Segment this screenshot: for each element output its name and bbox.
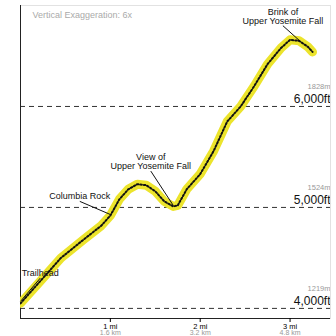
svg-text:1 mi: 1 mi (103, 321, 118, 331)
svg-text:6,000ft: 6,000ft (294, 92, 331, 106)
svg-text:Brink ofUpper Yosemite Fall: Brink ofUpper Yosemite Fall (243, 7, 324, 26)
svg-text:1828m: 1828m (308, 82, 331, 91)
svg-text:2 mi: 2 mi (193, 321, 208, 331)
svg-text:5,000ft: 5,000ft (294, 193, 331, 207)
svg-text:1219m: 1219m (308, 284, 331, 293)
svg-text:4.8 km: 4.8 km (280, 329, 301, 336)
svg-text:Trailhead: Trailhead (22, 268, 59, 278)
svg-text:1524m: 1524m (308, 183, 331, 192)
svg-text:View ofUpper Yosemite Fall: View ofUpper Yosemite Fall (111, 152, 192, 171)
svg-text:3 mi: 3 mi (283, 321, 298, 331)
svg-text:1.6 km: 1.6 km (100, 329, 121, 336)
svg-text:Vertical Exaggeration: 6x: Vertical Exaggeration: 6x (33, 10, 133, 20)
svg-text:3.2 km: 3.2 km (190, 329, 211, 336)
svg-text:4,000ft: 4,000ft (294, 294, 331, 308)
svg-text:Columbia Rock: Columbia Rock (49, 191, 111, 201)
